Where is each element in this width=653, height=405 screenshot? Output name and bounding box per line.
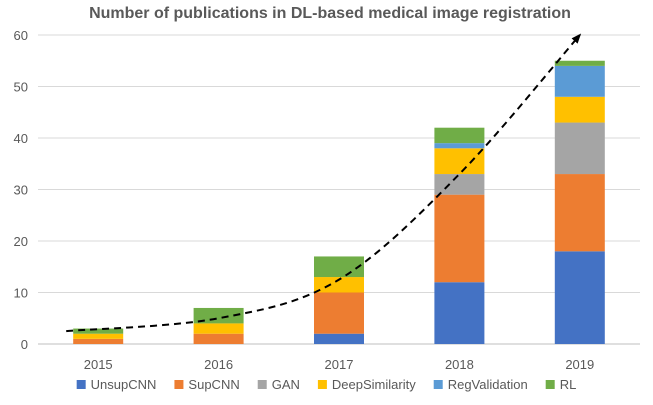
y-axis-ticks: 0 10 20 30 40 50 60 [14, 28, 28, 352]
bar-segment-supcnn-2016 [193, 333, 244, 344]
bar-segment-deepsimilarity-2015 [73, 333, 124, 339]
legend-item-gan: GAN [257, 377, 300, 392]
y-tick-label: 30 [14, 183, 28, 198]
bar-segment-rl-2015 [73, 328, 124, 334]
trend-line [66, 33, 582, 333]
x-tick-label: 2016 [204, 357, 233, 372]
trend-line-group [66, 33, 582, 333]
legend-label-unsupcnn: UnsupCNN [91, 377, 157, 392]
chart-title: Number of publications in DL-based medic… [89, 5, 571, 22]
bar-segment-regvalidation-2018 [434, 143, 485, 149]
bar-segment-rl-2016 [193, 307, 244, 324]
bar-segment-deepsimilarity-2018 [434, 148, 485, 175]
bar-segment-regvalidation-2019 [554, 65, 605, 97]
bar-stack-2019 [554, 60, 605, 344]
bar-segment-rl-2018 [434, 127, 485, 144]
bar-segment-unsupcnn-2017 [314, 333, 364, 344]
legend-label-gan: GAN [272, 377, 300, 392]
bar-segment-supcnn-2017 [314, 292, 364, 334]
legend: UnsupCNN SupCNN GAN DeepSimilarity RegValida… [76, 377, 577, 392]
y-tick-label: 50 [14, 80, 28, 95]
legend-label-regvalidation: RegValidation [448, 377, 528, 392]
y-tick-label: 40 [14, 131, 28, 146]
y-tick-label: 0 [21, 337, 28, 352]
legend-label-supcnn: SupCNN [188, 377, 239, 392]
x-tick-label: 2017 [325, 357, 354, 372]
bar-segment-deepsimilarity-2016 [193, 323, 244, 334]
bar-segment-supcnn-2019 [554, 174, 605, 252]
bar-segment-supcnn-2015 [73, 338, 124, 344]
legend-item-unsupcnn: UnsupCNN [76, 377, 157, 392]
legend-item-regvalidation: RegValidation [433, 377, 528, 392]
legend-swatch-gan [257, 380, 267, 389]
y-tick-label: 10 [14, 286, 28, 301]
bar-stack-2018 [434, 127, 485, 344]
legend-swatch-supcnn [174, 380, 184, 389]
x-tick-label: 2015 [84, 357, 113, 372]
legend-label-deepsimilarity: DeepSimilarity [332, 377, 416, 392]
y-tick-label: 60 [14, 28, 28, 43]
x-tick-label: 2018 [445, 357, 474, 372]
bar-segment-rl-2019 [554, 60, 605, 66]
legend-label-rl: RL [560, 377, 577, 392]
x-tick-label: 2019 [565, 357, 594, 372]
bar-segment-unsupcnn-2018 [434, 282, 485, 344]
legend-item-rl: RL [545, 377, 577, 392]
bar-stack-2015 [73, 328, 124, 344]
bar-segment-gan-2019 [554, 122, 605, 175]
legend-swatch-regvalidation [433, 380, 443, 389]
legend-swatch-deepsimilarity [317, 380, 327, 389]
bar-segment-deepsimilarity-2017 [314, 277, 364, 293]
bar-segment-supcnn-2018 [434, 194, 485, 283]
legend-item-supcnn: SupCNN [174, 377, 240, 392]
bar-segment-gan-2018 [434, 174, 485, 195]
bar-segment-rl-2017 [314, 256, 364, 278]
bar-segment-deepsimilarity-2019 [554, 96, 605, 123]
legend-item-deepsimilarity: DeepSimilarity [317, 377, 416, 392]
gridlines [38, 34, 640, 345]
bar-stack-2017 [314, 256, 364, 344]
bar-segment-unsupcnn-2019 [554, 251, 605, 344]
legend-swatch-unsupcnn [76, 380, 86, 389]
bar-stacks [73, 60, 605, 344]
x-axis-ticks: 2015 2016 2017 2018 2019 [84, 357, 595, 372]
bar-stack-2016 [193, 307, 244, 344]
legend-swatch-rl [545, 380, 555, 389]
y-tick-label: 20 [14, 234, 28, 249]
